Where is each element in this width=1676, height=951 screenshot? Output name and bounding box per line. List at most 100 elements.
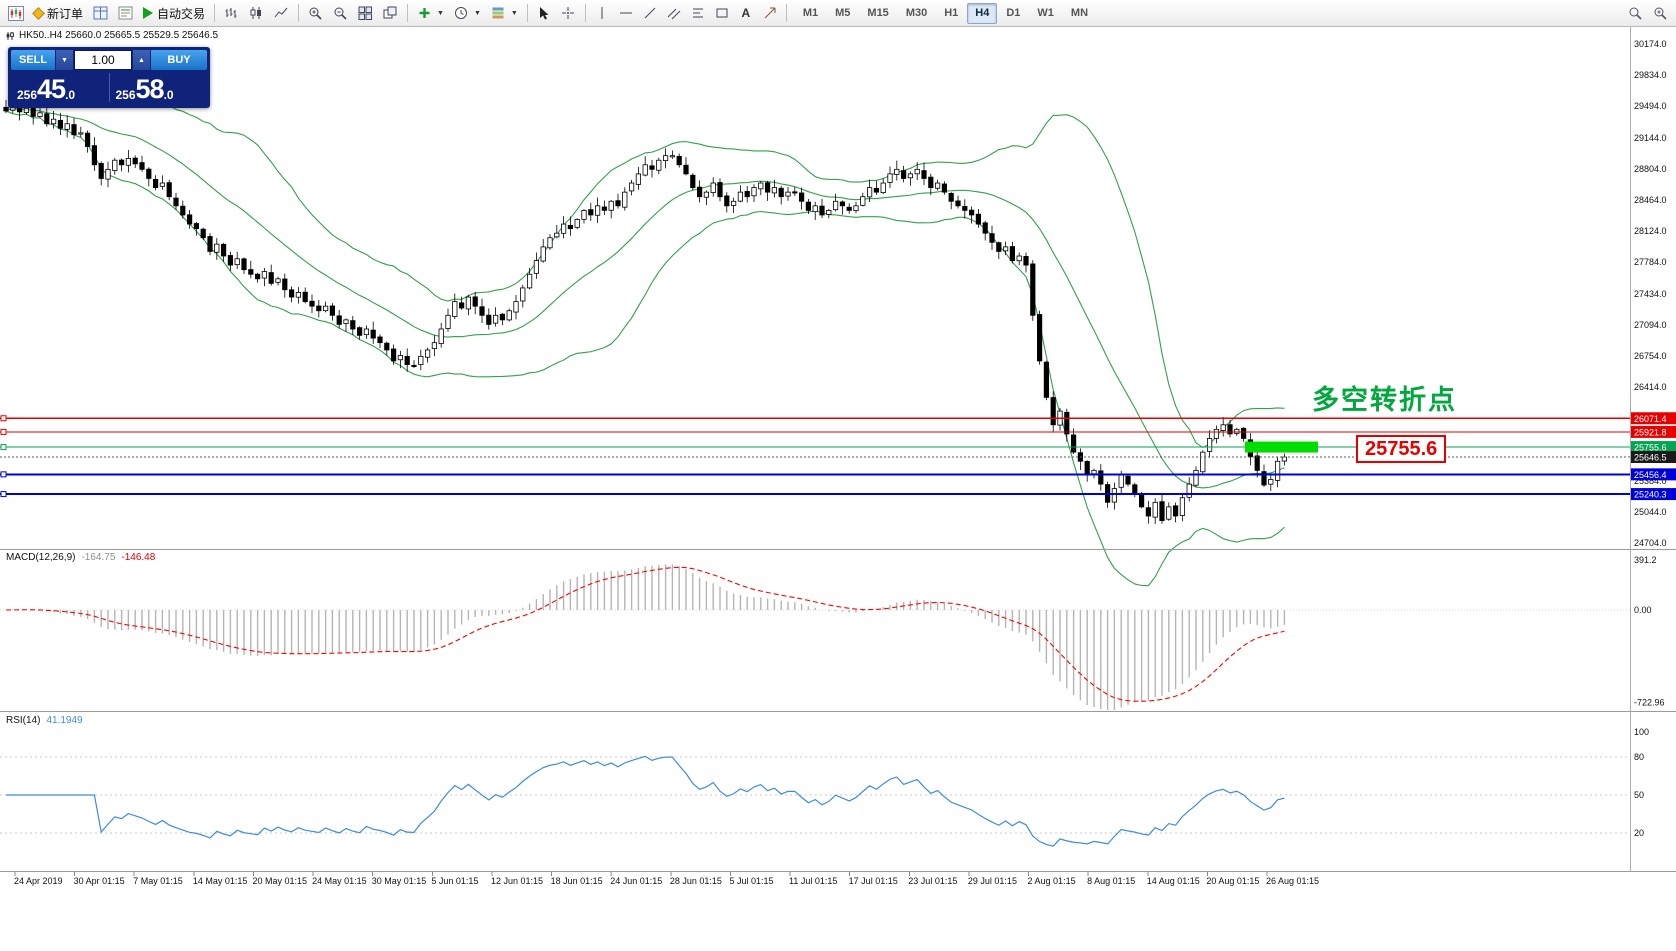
crosshair-tool-button[interactable] xyxy=(556,2,581,25)
symbol-title: HK50..H4 25660.0 25665.5 25529.5 25646.5 xyxy=(5,30,218,41)
svg-text:17 Jul 01:15: 17 Jul 01:15 xyxy=(849,876,898,886)
zoom-out-button[interactable] xyxy=(328,2,353,25)
vertical-line-icon xyxy=(601,7,603,19)
volume-input[interactable] xyxy=(74,50,132,70)
new-order-icon xyxy=(32,6,45,20)
svg-text:29494.0: 29494.0 xyxy=(1634,101,1667,111)
svg-text:14 May 01:15: 14 May 01:15 xyxy=(193,876,248,886)
templates-icon xyxy=(492,7,504,19)
time-axis[interactable] xyxy=(0,872,1676,927)
timeframe-button-mn[interactable]: MN xyxy=(1063,3,1096,24)
price-chart-canvas[interactable]: 30174.0 29834.0 29494.0 29144.0 28804.0 28464… xyxy=(0,27,1676,951)
text-tool-button[interactable]: A xyxy=(734,2,758,25)
svg-text:25755.6: 25755.6 xyxy=(1634,443,1667,453)
tile-windows-icon xyxy=(358,6,373,20)
line-chart-mode-button[interactable] xyxy=(269,2,294,25)
cascade-windows-button[interactable] xyxy=(378,2,403,25)
price-level-callout[interactable]: 25755.6 xyxy=(1356,435,1447,463)
svg-text:27094.0: 27094.0 xyxy=(1634,320,1667,330)
channel-tool-button[interactable] xyxy=(662,2,686,25)
buy-button[interactable]: BUY xyxy=(151,50,207,70)
svg-text:23 Jul 01:15: 23 Jul 01:15 xyxy=(908,876,957,886)
svg-text:5 Jul 01:15: 5 Jul 01:15 xyxy=(729,876,773,886)
arrow-tool-button[interactable] xyxy=(758,2,782,25)
svg-text:29 Jul 01:15: 29 Jul 01:15 xyxy=(968,876,1017,886)
new-chart-button[interactable] xyxy=(3,2,29,25)
candlestick-mode-button[interactable] xyxy=(244,2,269,25)
volume-increase-button[interactable]: ▲ xyxy=(133,50,150,70)
zoom-in-icon xyxy=(309,7,322,20)
vertical-line-tool-button[interactable] xyxy=(590,2,614,25)
svg-text:26754.0: 26754.0 xyxy=(1634,351,1667,361)
timeframe-button-m15[interactable]: M15 xyxy=(859,3,896,24)
svg-text:30174.0: 30174.0 xyxy=(1634,39,1667,49)
trendline-tool-button[interactable] xyxy=(638,2,662,25)
svg-text:-722.96: -722.96 xyxy=(1634,697,1665,707)
fibonacci-tool-button[interactable] xyxy=(686,2,710,25)
price-axis[interactable] xyxy=(1630,27,1676,872)
sell-price-display[interactable]: 256 45.0 xyxy=(11,70,109,105)
candlestick-icon xyxy=(250,7,262,19)
toolbar-separator xyxy=(298,4,300,22)
advanced-search-button[interactable] xyxy=(1648,2,1673,25)
buy-price-suffix: .0 xyxy=(163,88,174,102)
toolbar-separator xyxy=(584,4,586,22)
main-toolbar: 新订单 自动交易 xyxy=(0,0,1676,27)
indicators-button[interactable]: ▼ xyxy=(412,2,449,25)
autotrading-button[interactable]: 自动交易 xyxy=(138,2,210,25)
svg-text:20 Aug 01:15: 20 Aug 01:15 xyxy=(1206,876,1259,886)
svg-text:28 Jun 01:15: 28 Jun 01:15 xyxy=(670,876,722,886)
channel-icon xyxy=(667,8,681,20)
templates-button[interactable]: ▼ xyxy=(486,2,523,25)
timeframe-button-w1[interactable]: W1 xyxy=(1029,3,1062,24)
timeframe-button-m30[interactable]: M30 xyxy=(898,3,935,24)
svg-text:30 May 01:15: 30 May 01:15 xyxy=(372,876,427,886)
volume-decrease-button[interactable]: ▼ xyxy=(56,50,73,70)
sell-button[interactable]: SELL xyxy=(11,50,55,70)
new-order-button[interactable]: 新订单 xyxy=(29,2,88,25)
chart-area[interactable]: 30174.0 29834.0 29494.0 29144.0 28804.0 28464… xyxy=(0,27,1676,951)
timeframe-button-d1[interactable]: D1 xyxy=(998,3,1028,24)
market-watch-icon xyxy=(93,6,108,20)
trade-panel-controls: SELL ▼ ▲ BUY xyxy=(11,50,207,70)
periods-button[interactable]: ▼ xyxy=(449,2,486,25)
timeframe-button-m1[interactable]: M1 xyxy=(795,3,826,24)
tile-windows-button[interactable] xyxy=(353,2,378,25)
svg-text:27784.0: 27784.0 xyxy=(1634,257,1667,267)
svg-text:29144.0: 29144.0 xyxy=(1634,133,1667,143)
sell-price-big-digits: 45 xyxy=(37,74,66,104)
sell-price-suffix: .0 xyxy=(65,88,76,102)
cursor-tool-button[interactable] xyxy=(532,2,556,25)
timeframe-button-h1[interactable]: H1 xyxy=(936,3,966,24)
market-watch-button[interactable] xyxy=(88,2,113,25)
dropdown-caret-icon: ▼ xyxy=(473,9,481,17)
new-order-label: 新订单 xyxy=(47,6,84,21)
bar-chart-mode-button[interactable] xyxy=(219,2,244,25)
buy-price-display[interactable]: 256 58.0 xyxy=(110,70,208,105)
search-button[interactable] xyxy=(1623,2,1648,25)
svg-text:25384.0: 25384.0 xyxy=(1634,476,1667,486)
trade-panel-prices: 256 45.0 256 58.0 xyxy=(11,70,207,105)
svg-text:26 Aug 01:15: 26 Aug 01:15 xyxy=(1266,876,1319,886)
svg-text:0.00: 0.00 xyxy=(1634,605,1652,615)
shapes-icon xyxy=(716,8,728,18)
svg-text:27434.0: 27434.0 xyxy=(1634,289,1667,299)
svg-text:26071.4: 26071.4 xyxy=(1634,414,1667,424)
timeframe-button-m5[interactable]: M5 xyxy=(827,3,858,24)
turning-point-annotation[interactable]: 多空转折点 xyxy=(1312,385,1457,415)
zoom-in-button[interactable] xyxy=(303,2,328,25)
svg-text:11 Jul 01:15: 11 Jul 01:15 xyxy=(789,876,837,886)
svg-text:25240.3: 25240.3 xyxy=(1634,490,1667,500)
svg-text:5 Jun 01:15: 5 Jun 01:15 xyxy=(431,876,478,886)
svg-text:50: 50 xyxy=(1634,790,1644,800)
shapes-tool-button[interactable] xyxy=(710,2,734,25)
timeframe-button-h4[interactable]: H4 xyxy=(967,2,998,24)
macd-main-value: -164.75 xyxy=(81,552,116,563)
zoom-out-icon xyxy=(334,7,347,20)
toolbar-separator xyxy=(407,4,409,22)
horizontal-line-tool-button[interactable] xyxy=(614,2,638,25)
data-window-button[interactable] xyxy=(113,2,138,25)
svg-text:30 Apr 01:15: 30 Apr 01:15 xyxy=(74,876,125,886)
svg-text:24 Apr 2019: 24 Apr 2019 xyxy=(14,876,63,886)
